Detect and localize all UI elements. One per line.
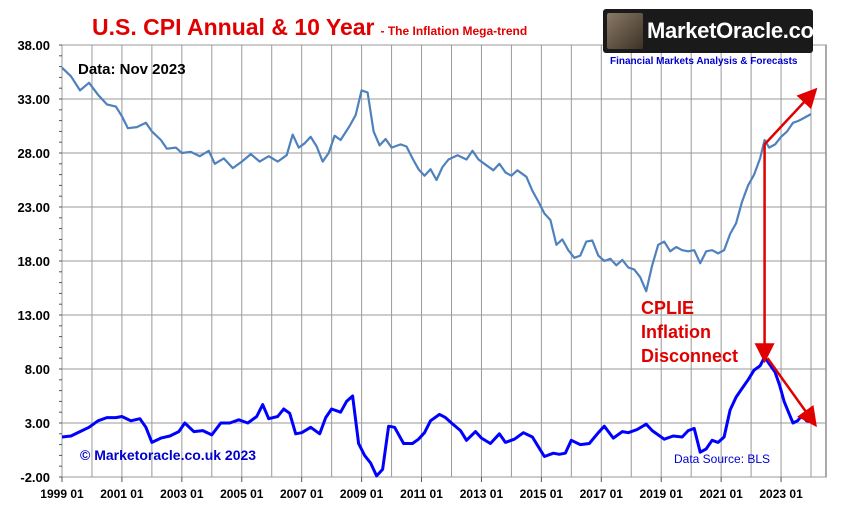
x-tick-label: 2011 01 <box>400 487 443 501</box>
annotation-line: Inflation <box>641 322 711 342</box>
oracle-figure-icon <box>607 13 643 49</box>
y-tick-label: 28.00 <box>17 146 50 161</box>
annotation-line: Disconnect <box>641 346 739 366</box>
y-tick-label: 3.00 <box>25 416 50 431</box>
x-tick-label: 2019 01 <box>640 487 684 501</box>
y-axis-ticks: 38.00 33.00 28.00 23.00 18.00 13.00 8.00 3.00 -2… <box>17 38 62 485</box>
y-tick-label: 8.00 <box>25 362 50 377</box>
x-tick-label: 2007 01 <box>280 487 324 501</box>
y-tick-label: 13.00 <box>17 308 50 323</box>
y-tick-label: 18.00 <box>17 254 50 269</box>
y-tick-label: 38.00 <box>17 38 50 53</box>
annotation-arrow <box>763 87 818 146</box>
logo-text: MarketOracle.co.uk <box>647 18 845 43</box>
annotation-line: CPLIE <box>641 298 695 318</box>
x-tick-label: 2021 01 <box>699 487 743 501</box>
title-text: U.S. CPI Annual & 10 Year <box>92 14 375 40</box>
series-annual-line <box>61 355 812 478</box>
x-tick-label: 2009 01 <box>340 487 384 501</box>
x-axis-ticks: 1999 01 2001 01 2003 01 2005 01 2007 01 2009 … <box>40 477 803 501</box>
chart-subtitle: - The Inflation Mega-trend <box>380 24 528 38</box>
series-10-year-line <box>61 66 812 293</box>
y-tick-label: -2.00 <box>20 470 50 485</box>
x-tick-label: 2005 01 <box>220 487 264 501</box>
x-tick-label: 2017 01 <box>580 487 624 501</box>
x-tick-label: 1999 01 <box>40 487 84 501</box>
annotation-arrows <box>754 87 818 428</box>
marketoracle-logo: MarketOracle.co.uk <box>603 9 845 53</box>
x-tick-label: 2013 01 <box>460 487 504 501</box>
data-source-label: Data Source: BLS <box>674 452 771 466</box>
annotation-arrow <box>766 357 817 428</box>
logo-tagline: Financial Markets Analysis & Forecasts <box>610 56 798 67</box>
x-tick-label: 2003 01 <box>160 487 204 501</box>
copyright-label: © Marketoracle.co.uk 2023 <box>80 447 257 463</box>
x-tick-label: 2001 01 <box>100 487 144 501</box>
x-tick-label: 2015 01 <box>520 487 564 501</box>
x-tick-label: 2023 01 <box>759 487 803 501</box>
chart-title: U.S. CPI Annual & 10 Year - The Inflation… <box>92 14 527 41</box>
series-layer <box>61 66 812 478</box>
cplie-annotation: CPLIE Inflation Disconnect <box>641 296 738 368</box>
y-tick-label: 23.00 <box>17 200 50 215</box>
y-tick-label: 33.00 <box>17 92 50 107</box>
data-date-label: Data: Nov 2023 <box>78 61 186 78</box>
